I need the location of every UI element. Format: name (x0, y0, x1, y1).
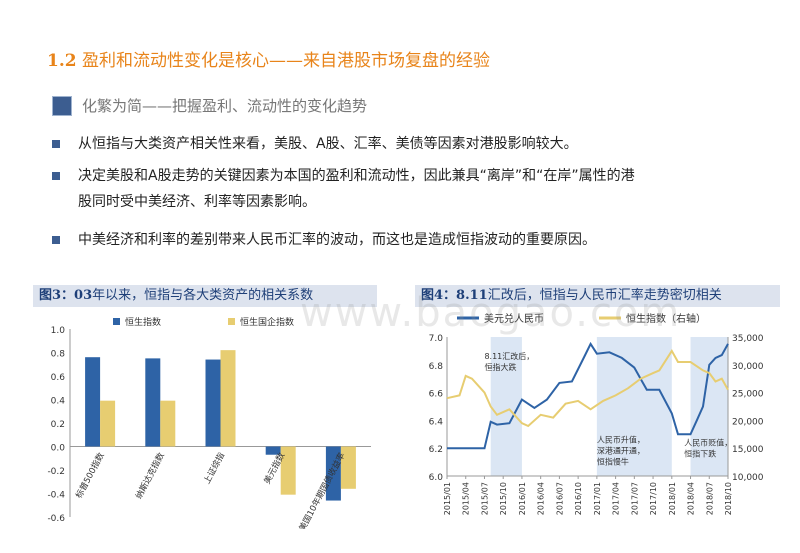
legend-label: 恒生指数（右轴） (626, 312, 706, 325)
bullet-2: 决定美股和A股走势的关键因素为本国的盈利和流动性，因此兼具“离岸”和“在岸”属性… (52, 163, 778, 215)
y-tick-label: 1.0 (51, 326, 66, 336)
chart-caption: 图4：8.11汇改后，恒指与人民币汇率走势密切相关 (415, 285, 780, 307)
x-tick-label: 2016/01 (518, 482, 527, 515)
bullet-square-icon (52, 140, 60, 148)
subheading-text: 化繁为简——把握盈利、流动性的变化趋势 (82, 97, 368, 115)
annotation-text: 深港通开通， (597, 446, 645, 456)
y-left-tick-label: 6.6 (429, 390, 444, 400)
y-tick-label: -0.6 (47, 514, 65, 524)
shaded-region (490, 337, 522, 476)
bullet-square-icon (52, 172, 60, 180)
bullet-1: 从恒指与大类资产相关性来看，美股、A股、汇率、美债等因素对港股影响较大。 (52, 131, 778, 157)
category-label: 标普500指数 (73, 450, 107, 500)
y-left-tick-label: 6.8 (429, 362, 444, 372)
annotation-text: 8.11汇改后， (484, 351, 534, 361)
y-tick-label: 0.4 (51, 397, 66, 407)
x-tick-label: 2018/10 (724, 482, 733, 515)
y-left-tick-label: 6.2 (429, 445, 443, 455)
x-tick-label: 2017/07 (630, 482, 639, 515)
shaded-region (690, 337, 728, 476)
legend-label: 美元兑人民币 (484, 312, 544, 325)
bar (280, 446, 296, 495)
bar (160, 400, 176, 447)
y-left-tick-label: 7.0 (429, 334, 444, 344)
page-title: 1.2 盈利和流动性变化是核心——来自港股市场复盘的经验 (47, 46, 490, 71)
x-tick-label: 2015/07 (480, 482, 489, 515)
y-right-tick-label: 15,000 (732, 445, 764, 455)
y-tick-label: 0.6 (51, 373, 66, 383)
bullet-3: 中美经济和利率的差别带来人民币汇率的波动，而这也是造成恒指波动的重要原因。 (52, 227, 778, 253)
y-right-tick-label: 10,000 (732, 473, 764, 483)
bar-chart: 1.0 0.8 0.6 0.4 0.2 0.0 -0.2 -0.4 -0.6 恒生指数 恒生国企指数… (47, 316, 371, 529)
legend-swatch (113, 318, 120, 325)
bar (265, 446, 281, 455)
x-tick-label: 2018/04 (687, 482, 696, 515)
bar (205, 359, 221, 447)
series-line (446, 348, 729, 428)
annotation-text: 恒指慢牛 (597, 457, 629, 467)
bar (145, 358, 161, 447)
y-tick-label: -0.2 (47, 467, 65, 477)
legend-label: 恒生指数 (125, 316, 161, 328)
annotation-text: 人民币升值， (597, 435, 645, 445)
y-tick-label: 0.2 (51, 420, 65, 430)
y-right-tick-label: 35,000 (732, 334, 764, 344)
legend-swatch (228, 318, 235, 325)
y-right-tick-label: 30,000 (732, 362, 764, 372)
x-tick-label: 2017/04 (612, 482, 621, 515)
y-tick-label: -0.4 (47, 491, 65, 501)
x-tick-label: 2015/04 (462, 482, 471, 515)
y-tick-label: 0.8 (51, 350, 66, 360)
chart-caption: 图3：03年以来，恒指与各大类资产的相关系数 (33, 285, 377, 307)
section-title: 盈利和流动性变化是核心——来自港股市场复盘的经验 (81, 51, 490, 71)
x-tick-label: 2017/10 (649, 482, 658, 515)
x-tick-label: 2015/10 (499, 482, 508, 515)
category-label: 纳斯达克指数 (133, 450, 167, 501)
annotation-text: 恒指大跌 (484, 362, 516, 372)
chart-panel-correlation: 图3：03年以来，恒指与各大类资产的相关系数 1.0 0.8 0.6 0.4 0.2 0.… (33, 285, 377, 530)
line-chart: 7.0 6.8 6.6 6.4 6.2 6.0 35,000 30,000 25,000 20,0… (429, 312, 764, 515)
annotation-text: 人民币贬值， (684, 437, 732, 447)
x-tick-label: 2017/01 (593, 482, 602, 515)
x-tick-label: 2016/04 (537, 482, 546, 515)
square-bullet-icon (52, 95, 72, 116)
legend-label: 恒生国企指数 (240, 316, 294, 328)
y-right-tick-label: 20,000 (732, 417, 764, 427)
bar (340, 446, 356, 489)
x-tick-label: 2018/07 (705, 482, 714, 515)
bar (220, 350, 236, 447)
y-right-tick-label: 25,000 (732, 390, 764, 400)
x-tick-label: 2016/07 (555, 482, 564, 515)
bar (85, 357, 101, 447)
section-number: 1.2 (47, 51, 77, 71)
watermark: www.baogao.com (300, 290, 682, 336)
subheading: 化繁为简——把握盈利、流动性的变化趋势 (52, 95, 367, 116)
y-left-tick-label: 6.4 (429, 417, 444, 427)
shaded-region (596, 337, 672, 476)
category-label: 上证综指 (201, 450, 227, 486)
x-tick-label: 2018/01 (668, 482, 677, 515)
bar (100, 400, 116, 447)
y-tick-label: 0.0 (51, 444, 66, 454)
x-tick-label: 2015/01 (443, 482, 452, 515)
bar (325, 446, 341, 501)
y-left-tick-label: 6.0 (429, 473, 444, 483)
x-tick-label: 2016/10 (574, 482, 583, 515)
series-line (447, 341, 729, 450)
annotation-text: 恒指下跌 (684, 448, 716, 458)
bullet-square-icon (52, 236, 60, 244)
chart-panel-fx: 图4：8.11汇改后，恒指与人民币汇率走势密切相关 7.0 6.8 6.6 6.4 6.… (415, 285, 780, 530)
